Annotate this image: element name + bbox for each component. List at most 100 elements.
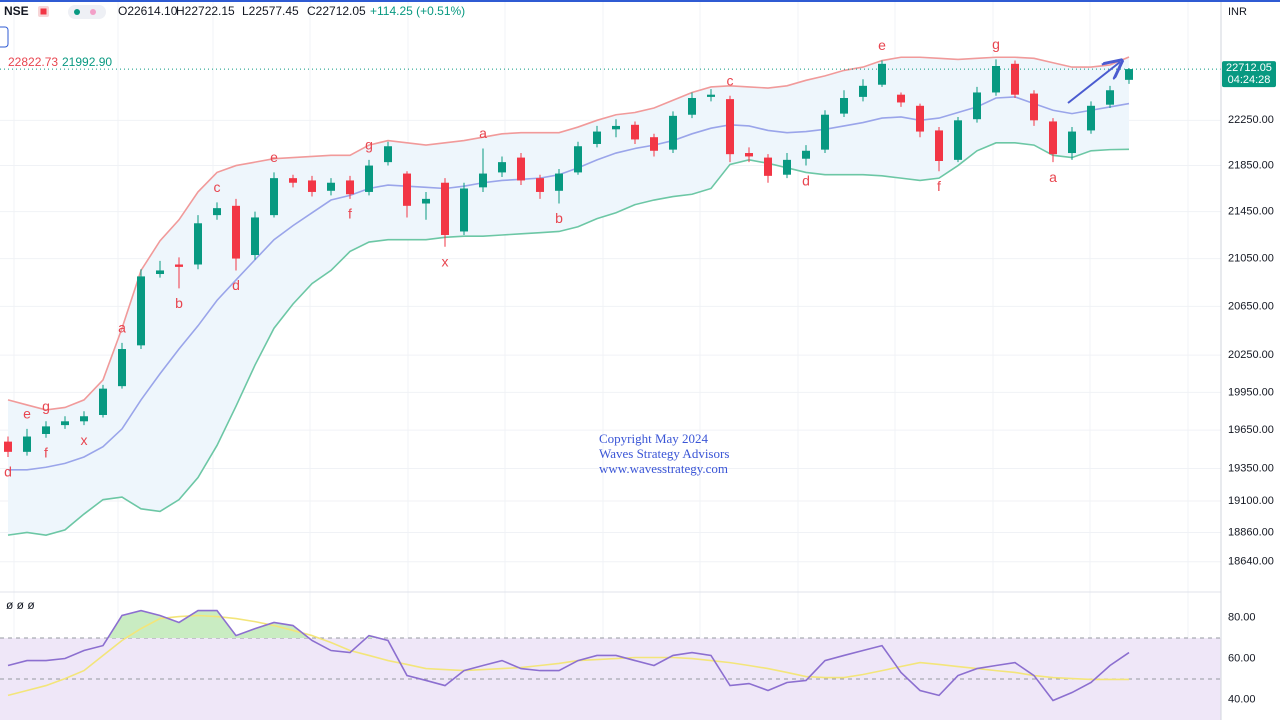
rsi-line	[7, 609, 1130, 702]
ohlc-change: +114.25 (+0.51%)	[370, 4, 465, 18]
candle-body	[574, 146, 582, 173]
trend-arrow	[1067, 62, 1120, 104]
candle-body	[517, 157, 525, 181]
candle-body	[669, 115, 677, 150]
candle-body	[1087, 105, 1095, 131]
candle-body	[859, 85, 867, 97]
candle-body	[61, 421, 69, 426]
candle-body	[688, 98, 696, 115]
ohlc-open: O22614.10	[118, 4, 178, 18]
candle-body	[270, 178, 278, 216]
candle-body	[745, 153, 753, 157]
candle-body	[289, 178, 297, 183]
candle-body	[650, 137, 658, 151]
wave-label: b	[175, 295, 183, 311]
candle-body	[1011, 63, 1019, 95]
y-tick-label: 40.00	[1228, 693, 1256, 705]
wave-label: g	[992, 36, 1000, 52]
currency: INR	[1228, 6, 1247, 18]
candle-body	[403, 173, 411, 206]
candle-body	[992, 66, 1000, 93]
wave-label: f	[348, 206, 352, 222]
candle-body	[498, 162, 506, 173]
candle-body	[346, 180, 354, 195]
candle-body	[42, 426, 50, 434]
y-tick-label: 22250.00	[1228, 114, 1274, 126]
rsi-average	[7, 614, 1129, 697]
wave-label: a	[118, 320, 126, 336]
wave-label: d	[4, 464, 12, 480]
candle-body	[1068, 131, 1076, 154]
candle-body	[4, 441, 12, 452]
candle-body	[878, 63, 886, 85]
rsi-panel	[0, 609, 1221, 720]
candle-body	[156, 270, 164, 275]
y-tick-label: 21450.00	[1228, 206, 1274, 218]
wave-label: e	[270, 149, 278, 165]
candle-body	[23, 436, 31, 452]
watermark: Copyright May 2024	[599, 431, 709, 446]
candle-body	[118, 349, 126, 387]
wave-label: a	[1049, 169, 1057, 185]
wave-label: f	[937, 178, 941, 194]
wave-label: a	[479, 125, 487, 141]
y-tick-label: 18640.00	[1228, 556, 1274, 568]
candle-body	[1030, 93, 1038, 121]
candle-body	[840, 98, 848, 114]
ohlc-high: H22722.15	[176, 4, 235, 18]
ohlc-low: L22577.45	[242, 4, 299, 18]
y-tick-label: 21050.00	[1228, 252, 1274, 264]
y-tick-label: 18860.00	[1228, 526, 1274, 538]
price-axis	[1221, 0, 1280, 720]
y-tick-label: 60.00	[1228, 652, 1256, 664]
icon	[40, 8, 47, 15]
y-tick-label: 19100.00	[1228, 495, 1274, 507]
candle-body	[802, 150, 810, 159]
candle-body	[1125, 69, 1133, 80]
wave-label: g	[42, 398, 50, 414]
candle-body	[194, 223, 202, 265]
candle-body	[441, 182, 449, 235]
band-lower-value: 21992.90	[62, 55, 112, 69]
candle-body	[954, 120, 962, 160]
band-line	[8, 96, 1130, 471]
wave-label: e	[23, 406, 31, 422]
band-fill	[8, 56, 1129, 536]
watermark: Waves Strategy Advisors	[599, 446, 729, 461]
top-border	[0, 0, 1280, 2]
candle-body	[137, 276, 145, 346]
wave-label: d	[232, 277, 240, 293]
watermark: www.wavesstrategy.com	[599, 461, 728, 476]
candle-body	[80, 416, 88, 422]
candle-body	[726, 99, 734, 155]
wave-label: x	[81, 432, 88, 448]
candle-body	[251, 217, 259, 256]
candle-body	[536, 178, 544, 192]
status-dot	[90, 9, 96, 15]
symbol: NSE	[4, 4, 29, 18]
status-pill[interactable]	[68, 5, 106, 19]
candle-body	[327, 182, 335, 191]
rsi-legend: ø ø ø	[6, 598, 35, 612]
candle-body	[707, 94, 715, 97]
band-line	[7, 142, 1130, 536]
candle-body	[764, 157, 772, 176]
axis-labels: 22250.00 21850.00 21450.00 21050.00 20650.00…	[1222, 61, 1276, 705]
y-tick-label: 21850.00	[1228, 159, 1274, 171]
candle-body	[460, 188, 468, 232]
candle-body	[631, 124, 639, 140]
y-tick-label: 19950.00	[1228, 386, 1274, 398]
wave-label: f	[44, 445, 48, 461]
candle-body	[783, 159, 791, 175]
ohlc-close: C22712.05	[307, 4, 366, 18]
candle-body	[555, 173, 563, 191]
candle-body	[1106, 90, 1114, 105]
wave-label: b	[555, 210, 563, 226]
band-upper-value: 22822.73	[8, 55, 58, 69]
wave-label: e	[878, 37, 886, 53]
collapse-button[interactable]	[0, 26, 9, 48]
wave-label: c	[727, 72, 734, 88]
